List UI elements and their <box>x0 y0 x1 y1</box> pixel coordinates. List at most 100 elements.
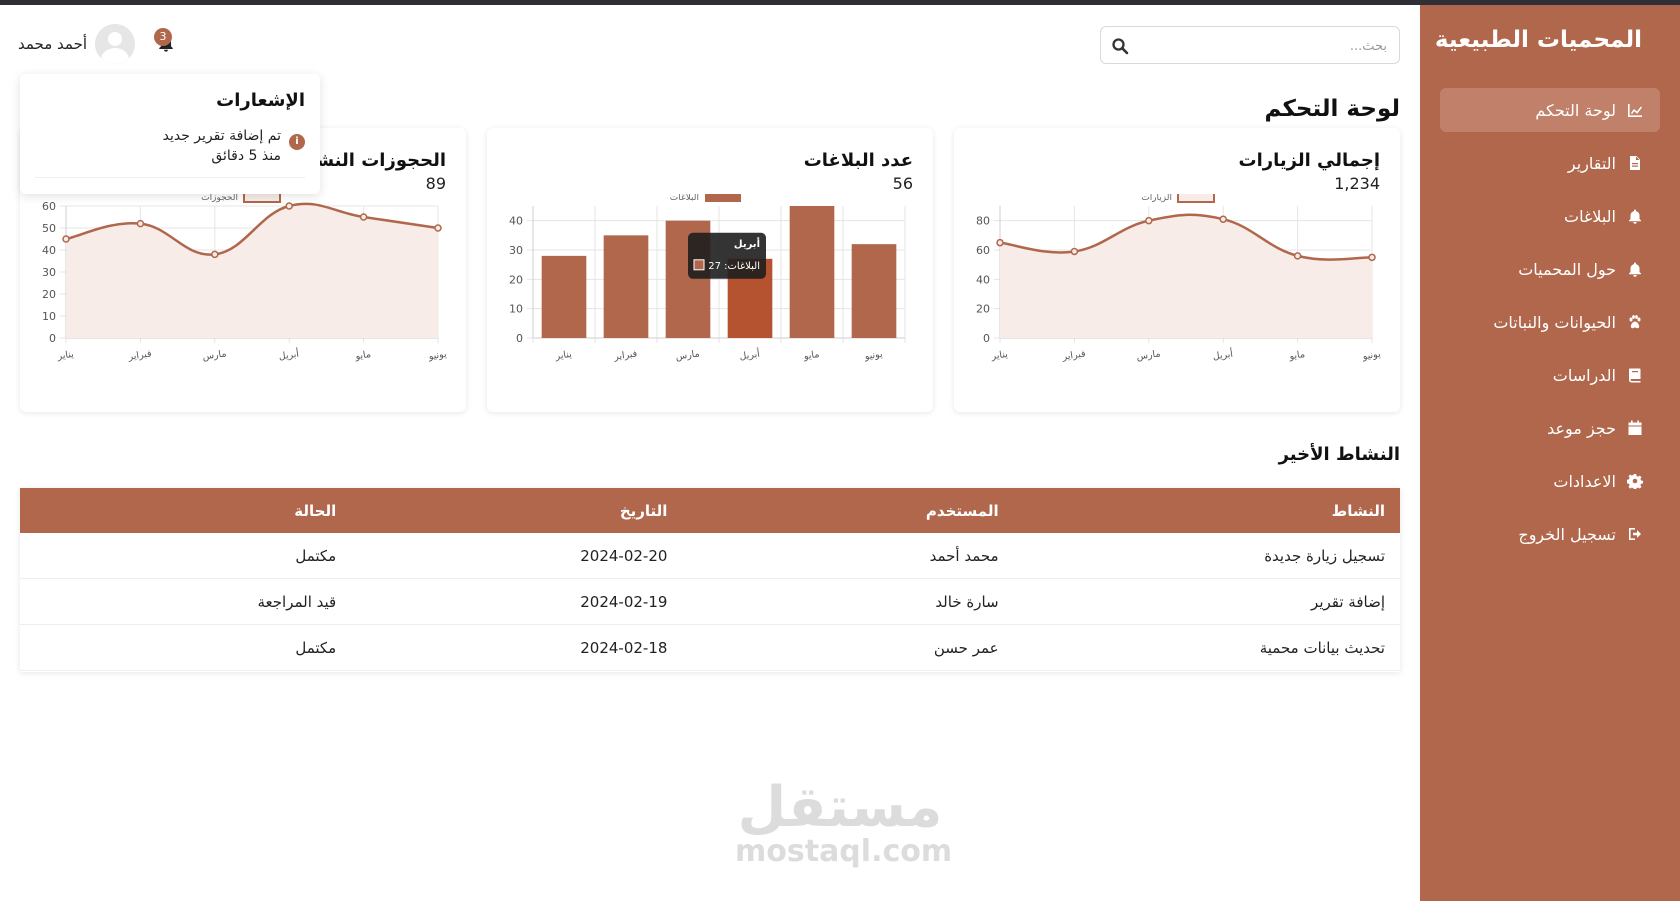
column-header: النشاط <box>1013 488 1400 533</box>
data-point <box>136 219 145 228</box>
x-tick-label: يناير <box>990 349 1009 362</box>
notification-time: منذ 5 دقائق <box>211 148 281 164</box>
y-tick-label: 60 <box>42 200 56 213</box>
x-tick-label: يناير <box>56 349 75 362</box>
legend-label: البلاغات <box>670 194 699 203</box>
notifications-dropdown: الإشعارات i تم إضافة تقرير جديد منذ 5 دق… <box>20 74 320 194</box>
y-tick-label: 40 <box>42 244 56 257</box>
y-tick-label: 30 <box>42 266 56 279</box>
sidebar-item-label: التقارير <box>1567 153 1616 173</box>
avatar[interactable] <box>95 24 136 64</box>
notifications-title: الإشعارات <box>216 90 305 111</box>
notification-badge: 3 <box>154 28 172 46</box>
data-point <box>1368 253 1376 262</box>
tooltip-label: البلاغات: 27 <box>708 261 760 272</box>
paw-icon <box>1626 313 1644 331</box>
bar <box>789 206 835 338</box>
user-menu[interactable]: أحمد محمد <box>18 24 136 64</box>
y-tick-label: 10 <box>509 303 523 316</box>
reports-card: عدد البلاغات 56 البلاغات 0 10 20 30 40 يناير فب… <box>487 128 933 412</box>
brand-title: المحميات الطبيعية <box>1434 27 1642 53</box>
sidebar-item-studies[interactable]: الدراسات <box>1440 353 1660 397</box>
sidebar-item-logout[interactable]: تسجيل الخروج <box>1440 512 1660 556</box>
tooltip-box <box>688 232 766 279</box>
window-top-border <box>0 0 1680 5</box>
table-cell: تسجيل زيارة جديدة <box>1013 533 1400 579</box>
watermark-logo: مستقل mostaql.com <box>735 775 953 869</box>
data-point <box>1293 252 1302 260</box>
table-row[interactable]: تسجيل زيارة جديدة محمد أحمد 2024-02-20 م… <box>20 533 1400 579</box>
activity-table: النشاط المستخدم التاريخ الحالة تسجيل زيا… <box>20 488 1400 672</box>
sidebar-item-label: حول المحميات <box>1518 259 1616 279</box>
bookings-line-chart[interactable]: الحجوزات 0 10 20 30 40 50 60 يناير فبراير مارس أبري… <box>20 194 466 412</box>
tooltip-title: أبريل <box>734 237 760 250</box>
x-tick-label: أبريل <box>1212 347 1234 363</box>
y-tick-label: 20 <box>42 288 56 301</box>
bar <box>603 235 649 338</box>
table-cell: 2024-02-18 <box>351 624 683 671</box>
sidebar-item-booking[interactable]: حجز موعد <box>1440 406 1660 450</box>
card-value: 56 <box>892 174 913 193</box>
search-input[interactable] <box>1145 35 1389 57</box>
recent-activity-title: النشاط الأخير <box>1278 444 1400 465</box>
search-icon[interactable] <box>1111 37 1129 55</box>
table-row[interactable]: إضافة تقرير سارة خالد 2024-02-19 قيد الم… <box>20 578 1400 625</box>
logout-icon <box>1626 525 1644 543</box>
sidebar-item-settings[interactable]: الاعدادات <box>1440 459 1660 503</box>
table-row[interactable]: تحديث بيانات محمية عمر حسن 2024-02-18 مك… <box>20 624 1400 671</box>
watermark-arabic: مستقل <box>737 775 943 840</box>
column-header: التاريخ <box>351 488 683 533</box>
sidebar-item-label: حجز موعد <box>1547 418 1616 438</box>
x-tick-label: فبراير <box>1061 348 1086 362</box>
x-tick-label: يناير <box>554 349 573 362</box>
user-avatar-icon <box>95 24 136 64</box>
reports-bar-chart[interactable]: البلاغات 0 10 20 30 40 يناير فبراير مارس أبريل ماي… <box>487 194 933 412</box>
y-tick-label: 30 <box>509 244 523 257</box>
sidebar-item-reports[interactable]: التقارير <box>1440 141 1660 185</box>
sidebar-item-label: لوحة التحكم <box>1535 100 1616 120</box>
sidebar-item-dashboard[interactable]: لوحة التحكم <box>1440 88 1660 132</box>
column-header: الحالة <box>20 488 352 533</box>
y-tick-label: 40 <box>976 273 990 286</box>
data-point <box>1219 215 1227 223</box>
table-cell: مكتمل <box>20 624 352 671</box>
sidebar-item-reports-alerts[interactable]: البلاغات <box>1440 194 1660 238</box>
calendar-icon <box>1626 419 1644 437</box>
sidebar-item-wildlife[interactable]: الحيوانات والنباتات <box>1440 300 1660 344</box>
data-point <box>1145 216 1153 225</box>
bar <box>541 255 587 338</box>
sidebar: المحميات الطبيعية لوحة التحكم التقارير ا… <box>1420 5 1680 901</box>
data-point <box>434 224 442 232</box>
watermark-url: mostaql.com <box>735 834 953 869</box>
y-tick-label: 80 <box>976 215 990 228</box>
table-cell: قيد المراجعة <box>20 578 352 625</box>
x-tick-label: مارس <box>1136 348 1161 362</box>
table-cell: عمر حسن <box>682 624 1014 671</box>
divider <box>35 177 305 178</box>
notification-item[interactable]: i تم إضافة تقرير جديد منذ 5 دقائق <box>163 126 305 166</box>
sidebar-nav: لوحة التحكم التقارير البلاغات حول المحمي… <box>1440 88 1660 565</box>
data-point <box>996 238 1004 247</box>
bell-icon <box>1626 260 1644 278</box>
gear-icon <box>1626 472 1644 490</box>
x-tick-label: مارس <box>675 348 700 362</box>
y-tick-label: 20 <box>509 273 523 286</box>
search-bar <box>1100 26 1400 64</box>
x-tick-label: يونيو <box>427 349 448 363</box>
x-tick-label: يونيو <box>863 349 884 363</box>
legend-label: الزيارات <box>1141 194 1172 203</box>
x-tick-label: مايو <box>802 349 820 362</box>
book-icon <box>1626 366 1644 384</box>
data-point <box>359 213 368 221</box>
table-header-row: النشاط المستخدم التاريخ الحالة <box>20 488 1400 533</box>
x-tick-label: مايو <box>1288 349 1306 362</box>
visits-line-chart[interactable]: الزيارات 0 20 40 60 80 يناير فبراير مارس أبريل ماي… <box>954 194 1400 412</box>
user-name: أحمد محمد <box>18 35 88 53</box>
area-fill <box>66 203 438 338</box>
table-cell: سارة خالد <box>682 578 1014 625</box>
y-tick-label: 0 <box>516 332 523 345</box>
sidebar-item-about[interactable]: حول المحميات <box>1440 247 1660 291</box>
x-tick-label: مايو <box>354 349 372 362</box>
table-cell: 2024-02-20 <box>351 533 683 579</box>
data-point <box>285 202 293 210</box>
